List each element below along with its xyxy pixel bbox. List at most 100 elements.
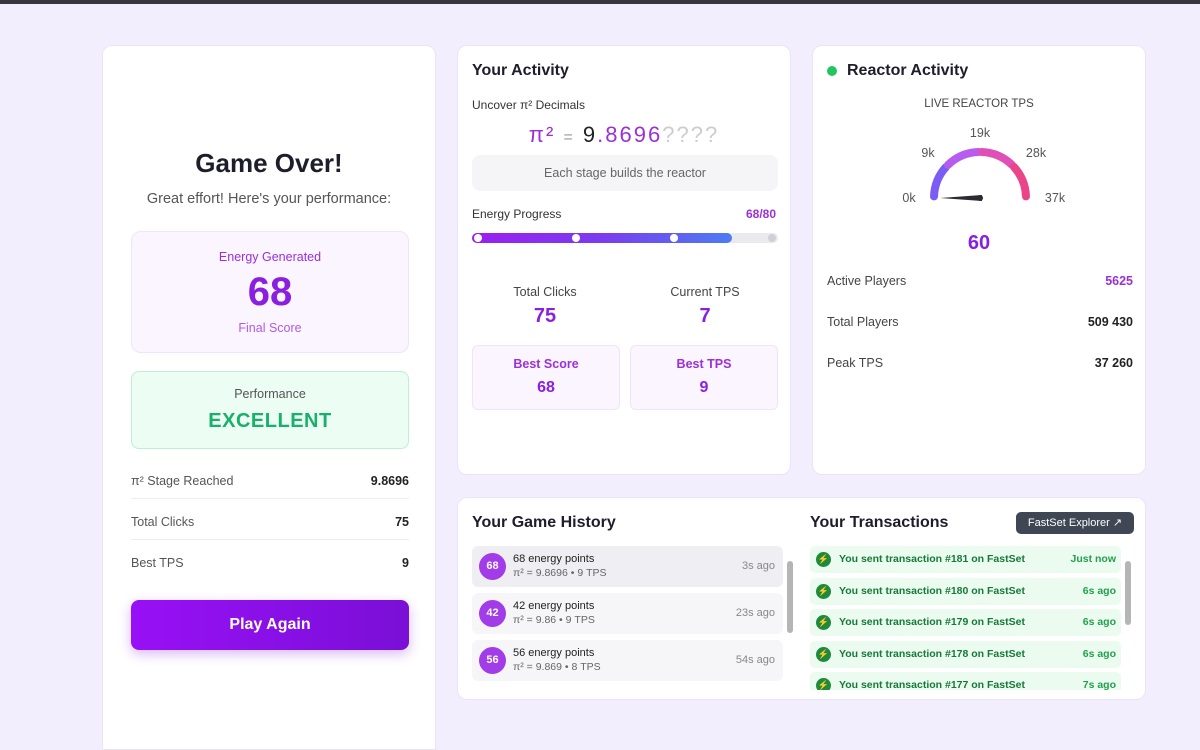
transaction-item: ⚡ You sent transaction #177 on FastSet 7s … <box>810 672 1121 690</box>
item-title: 42 energy points <box>513 600 595 612</box>
transaction-time: 6s ago <box>1082 616 1116 629</box>
badge: 56 <box>479 647 506 674</box>
transaction-text: You sent transaction #180 on FastSet <box>839 584 1025 597</box>
transaction-text: You sent transaction #178 on FastSet <box>839 647 1025 660</box>
icon: ⚡ <box>816 583 831 599</box>
value: EXCELLENT <box>208 410 332 432</box>
value: 68 <box>247 270 293 314</box>
tps-value: 60 <box>967 232 991 254</box>
dot <box>768 234 776 242</box>
scroll-thumb[interactable] <box>787 561 793 633</box>
stat-value: 75 <box>395 515 409 529</box>
stat-label: Total Clicks <box>131 515 195 529</box>
icon: ⚡ <box>816 646 831 662</box>
best-label: Best Score <box>513 357 579 371</box>
explorer-button[interactable]: FastSet Explorer ↗ <box>1016 512 1134 534</box>
stat-value: 7 <box>699 305 711 327</box>
dot <box>572 234 580 242</box>
reactor-card: Reactor Activity LIVE REACTOR TPS 0k 9k 19… <box>812 45 1146 475</box>
equals: = <box>563 129 575 146</box>
stat-value: 37 260 <box>1094 356 1133 370</box>
status-dot <box>827 66 837 76</box>
item-detail: π² = 9.8696 • 9 TPS <box>513 567 607 579</box>
progress-track <box>472 233 778 243</box>
transaction-time: 6s ago <box>1082 647 1116 660</box>
progress-fill <box>472 233 733 243</box>
gauge-hub <box>977 195 983 201</box>
icon: ⚡ <box>816 615 831 631</box>
gauge-tick-label: 28k <box>1026 146 1047 160</box>
stat-value: 509 430 <box>1087 315 1133 329</box>
transaction-item: ⚡ You sent transaction #178 on FastSet 6s … <box>810 640 1121 668</box>
play-again-button[interactable]: Play Again <box>131 600 409 650</box>
gauge-needle <box>940 195 982 201</box>
best-label: Best TPS <box>676 357 732 371</box>
subtitle: Great effort! Here's your performance: <box>146 191 392 207</box>
transactions-list: ⚡ You sent transaction #181 on FastSet Jus… <box>810 546 1121 690</box>
stat-label: Best TPS <box>131 556 184 570</box>
gauge-arc <box>1010 163 1030 201</box>
stat-value: 9 <box>402 556 409 570</box>
transaction-item: ⚡ You sent transaction #181 on FastSet Jus… <box>810 546 1121 573</box>
point: . <box>597 122 606 147</box>
separator <box>131 498 409 499</box>
decimals-label: Uncover π² Decimals <box>472 98 585 112</box>
badge: 42 <box>479 600 506 627</box>
performance-box: Performance EXCELLENT <box>131 371 409 449</box>
best-box: Best TPS 9 <box>630 345 778 410</box>
title: Game Over! <box>195 148 343 178</box>
integer: 9 <box>582 122 598 147</box>
item-detail: π² = 9.86 • 9 TPS <box>513 614 595 626</box>
history-title: Your Game History <box>472 514 616 531</box>
hidden-digits: ???? <box>662 122 720 147</box>
stat-value: 9.8696 <box>370 474 409 488</box>
icon: ⚡ <box>816 678 831 690</box>
scrollbar <box>1124 549 1132 685</box>
separator <box>131 539 409 540</box>
gauge-arc <box>977 148 1016 169</box>
dot <box>474 234 482 242</box>
item-time: 3s ago <box>741 560 775 572</box>
item-detail: π² = 9.869 • 8 TPS <box>513 661 601 673</box>
transaction-time: 7s ago <box>1082 679 1116 690</box>
top-bar <box>0 0 1200 4</box>
stat-label: Current TPS <box>670 285 740 299</box>
progress-label: Energy Progress <box>472 207 562 221</box>
stat-label: π² Stage Reached <box>131 474 234 488</box>
transaction-text: You sent transaction #181 on FastSet <box>839 553 1025 565</box>
title: Reactor Activity <box>847 62 969 79</box>
activity-card: Your Activity Uncover π² Decimals π² = 9… <box>457 45 791 475</box>
history-item: 42 42 energy points π² = 9.86 • 9 TPS 23s a… <box>472 593 783 634</box>
stat-label: Total Clicks <box>513 285 577 299</box>
gauge: 0k 9k 19k 28k 37k <box>902 126 1066 205</box>
gauge-tick-label: 37k <box>1045 191 1066 205</box>
digits: 8696 <box>605 122 663 147</box>
item-time: 54s ago <box>735 654 775 666</box>
item-title: 68 energy points <box>513 553 595 565</box>
caption: Final Score <box>238 321 302 335</box>
transaction-text: You sent transaction #179 on FastSet <box>839 616 1025 629</box>
transaction-text: You sent transaction #177 on FastSet <box>839 679 1025 690</box>
game-over-card: Game Over! Great effort! Here's your per… <box>102 45 436 750</box>
label: Performance <box>234 387 306 401</box>
history-list: 68 68 energy points π² = 9.8696 • 9 TPS 3s … <box>472 545 783 685</box>
item-time: 23s ago <box>735 607 775 619</box>
transaction-time: 6s ago <box>1082 584 1116 597</box>
scroll-thumb[interactable] <box>1125 561 1131 625</box>
button-text: FastSet Explorer <box>1027 517 1110 529</box>
transaction-time: Just now <box>1070 553 1116 565</box>
stat-value: 75 <box>533 305 557 327</box>
pi-symbol: π² <box>528 122 556 147</box>
gauge-tick-label: 9k <box>921 146 935 160</box>
best-box: Best Score 68 <box>472 345 620 410</box>
pi-display: π² = 9.8696???? <box>458 122 790 148</box>
stage-note: Each stage builds the reactor <box>472 155 778 191</box>
gauge-label: LIVE REACTOR TPS <box>924 98 1034 110</box>
gauge-tick-label: 0k <box>902 191 916 205</box>
label: Energy Generated <box>218 250 322 264</box>
title: Your Activity <box>472 62 569 79</box>
item-title: 56 energy points <box>513 647 595 659</box>
energy-box: Energy Generated 68 Final Score <box>131 231 409 353</box>
badge: 68 <box>479 553 506 580</box>
